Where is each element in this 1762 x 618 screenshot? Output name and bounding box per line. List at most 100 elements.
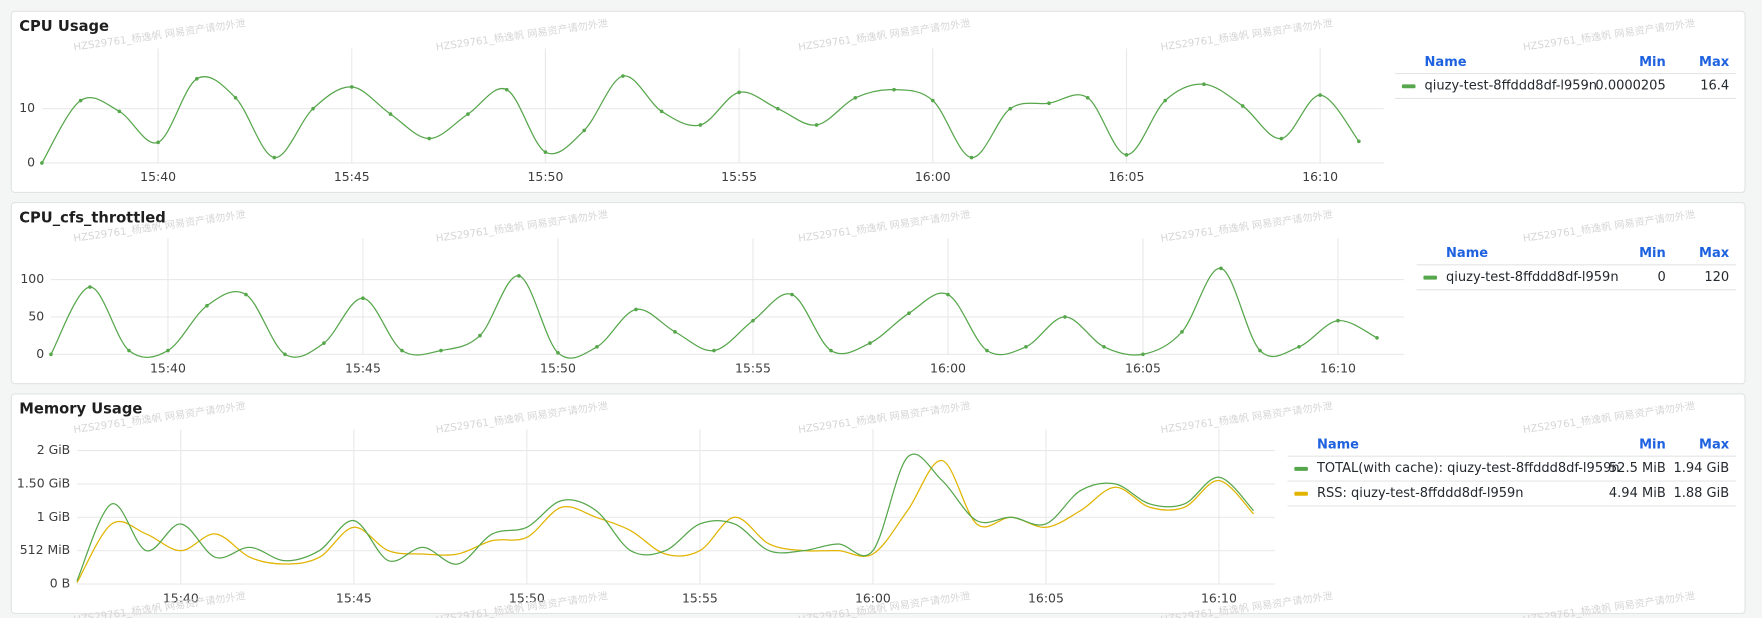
series-line xyxy=(50,267,1378,359)
data-point xyxy=(814,123,819,127)
legend-header: Min xyxy=(1639,246,1666,261)
legend-max: 1.94 GiB xyxy=(1673,461,1729,476)
data-point xyxy=(504,87,509,92)
data-point xyxy=(698,123,703,127)
y-tick-label: 0 xyxy=(27,154,35,169)
data-point xyxy=(751,318,755,323)
legend-min: 0.0000205 xyxy=(1595,79,1665,94)
x-tick-label: 16:10 xyxy=(1302,169,1338,184)
x-tick-label: 16:05 xyxy=(1125,360,1161,375)
series-line xyxy=(76,453,1255,581)
legend-name: TOTAL(with cache): qiuzy-test-8ffddd8df-… xyxy=(1316,461,1620,476)
data-point xyxy=(969,155,974,160)
data-point xyxy=(439,348,443,353)
data-point xyxy=(156,140,160,145)
legend-header: Max xyxy=(1699,246,1730,261)
legend-header: Max xyxy=(1699,55,1730,70)
panel-title: CPU Usage xyxy=(19,18,109,35)
data-point xyxy=(1047,101,1051,106)
data-point xyxy=(582,128,586,133)
legend-swatch xyxy=(1294,466,1308,471)
data-point xyxy=(621,74,625,78)
data-point xyxy=(1163,98,1168,103)
legend-header: Name xyxy=(1446,246,1488,261)
data-point xyxy=(1085,95,1090,100)
data-point xyxy=(272,155,277,160)
legend-name: RSS: qiuzy-test-8ffddd8df-l959n xyxy=(1317,486,1524,501)
x-tick-label: 16:10 xyxy=(1201,590,1237,605)
data-point xyxy=(1202,82,1206,87)
data-point xyxy=(1240,104,1245,108)
data-point xyxy=(1124,153,1129,157)
data-point xyxy=(49,352,53,357)
data-point xyxy=(127,348,131,353)
data-point xyxy=(776,106,780,111)
data-point xyxy=(634,307,638,312)
x-tick-label: 15:55 xyxy=(735,360,771,375)
data-point xyxy=(1279,136,1284,141)
data-point xyxy=(388,112,393,116)
x-tick-label: 16:00 xyxy=(855,590,891,605)
data-point xyxy=(907,311,911,315)
legend-max: 16.4 xyxy=(1700,79,1729,94)
data-point xyxy=(311,106,315,111)
data-point xyxy=(892,87,896,92)
data-point xyxy=(88,285,92,289)
x-tick-label: 15:45 xyxy=(336,590,372,605)
data-point xyxy=(195,76,199,81)
legend-swatch xyxy=(1423,275,1438,280)
panel xyxy=(10,393,1746,615)
legend-swatch xyxy=(1294,491,1308,496)
y-tick-label: 50 xyxy=(28,308,44,323)
data-point xyxy=(829,348,833,353)
data-point xyxy=(478,333,482,338)
data-point xyxy=(985,348,989,353)
data-point xyxy=(1336,318,1340,323)
data-point xyxy=(283,352,287,357)
legend-header: Name xyxy=(1317,437,1359,452)
data-point xyxy=(361,296,365,301)
legend-name: qiuzy-test-8ffddd8df-l959n xyxy=(1446,270,1619,285)
y-tick-label: 1.50 GiB xyxy=(17,475,70,490)
x-tick-label: 16:00 xyxy=(915,169,951,184)
x-tick-label: 15:45 xyxy=(345,360,381,375)
legend-min: 52.5 MiB xyxy=(1609,461,1666,476)
legend-min: 4.94 MiB xyxy=(1609,486,1666,501)
data-point xyxy=(1008,106,1013,111)
y-tick-label: 10 xyxy=(19,100,35,115)
data-point xyxy=(205,303,209,308)
data-point xyxy=(543,150,548,154)
y-tick-label: 100 xyxy=(20,271,44,286)
data-point xyxy=(673,330,677,334)
y-tick-label: 2 GiB xyxy=(37,442,71,457)
data-point xyxy=(78,98,83,103)
data-point xyxy=(1024,344,1028,349)
data-point xyxy=(946,292,950,297)
panel-title: CPU_cfs_throttled xyxy=(19,209,166,226)
data-point xyxy=(1063,315,1067,319)
data-point xyxy=(466,112,470,116)
data-point xyxy=(930,98,935,103)
x-tick-label: 15:40 xyxy=(150,360,186,375)
data-point xyxy=(40,161,44,165)
data-point xyxy=(1180,330,1184,334)
x-tick-label: 15:50 xyxy=(509,590,545,605)
data-point xyxy=(1375,336,1379,340)
x-tick-label: 16:10 xyxy=(1320,360,1356,375)
data-point xyxy=(1258,348,1262,353)
x-tick-label: 16:00 xyxy=(930,360,966,375)
data-point xyxy=(117,109,122,114)
data-point xyxy=(1318,93,1322,97)
data-point xyxy=(1102,344,1106,349)
data-point xyxy=(1297,344,1301,349)
x-tick-label: 15:40 xyxy=(163,590,199,605)
data-point xyxy=(595,344,599,349)
data-point xyxy=(1357,139,1361,144)
x-tick-label: 15:40 xyxy=(140,169,176,184)
legend-header: Min xyxy=(1639,437,1666,452)
data-point xyxy=(712,348,716,353)
data-point xyxy=(244,292,248,297)
data-point xyxy=(427,136,432,141)
